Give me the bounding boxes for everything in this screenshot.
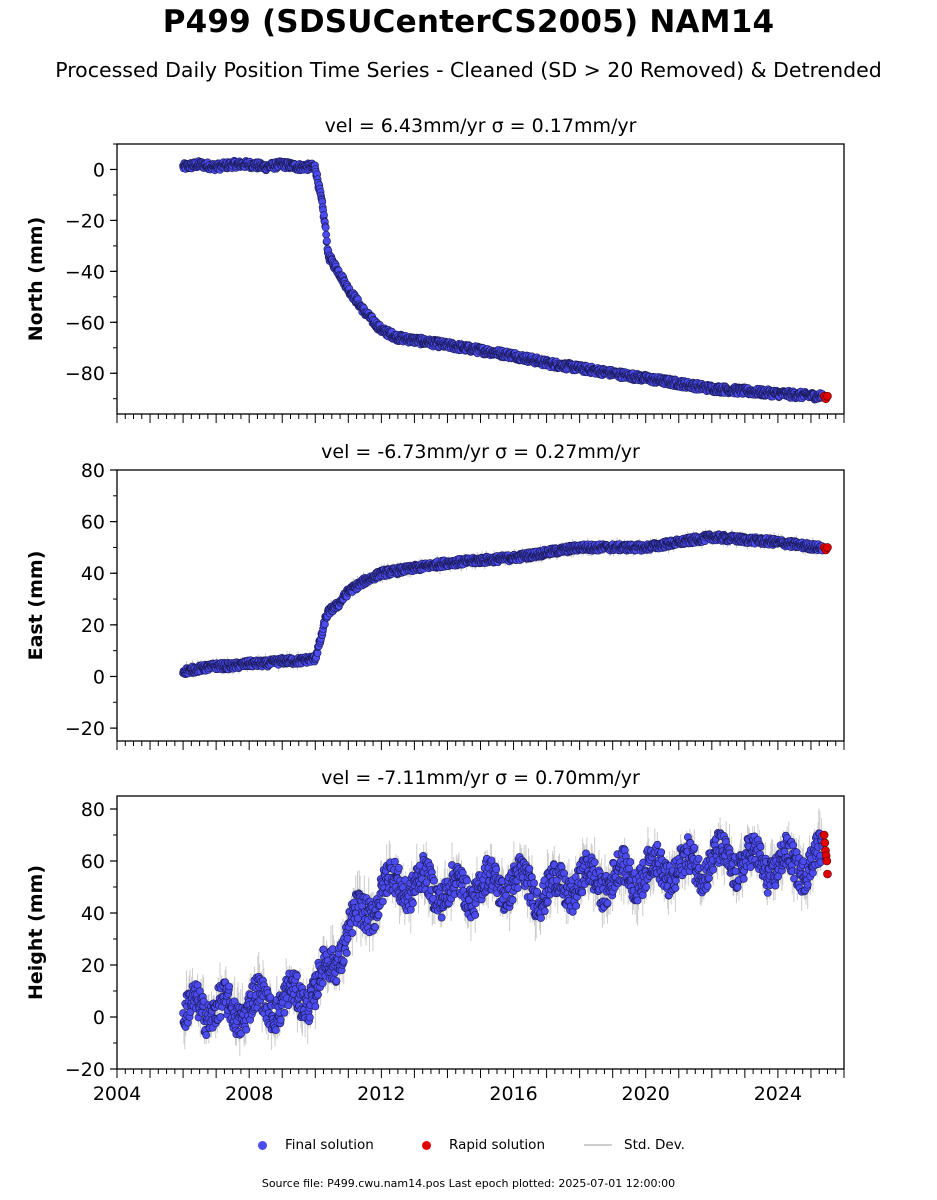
y-tick-label: −20 (65, 210, 105, 232)
plot-area-0 (179, 156, 832, 404)
y-tick-label: −20 (65, 718, 105, 740)
y-axis-label-1: East (mm) (25, 551, 47, 661)
y-tick-label: 0 (93, 666, 105, 688)
final-point (321, 223, 330, 232)
final-point (322, 230, 331, 239)
y-tick-label: 40 (81, 563, 105, 585)
final-point (320, 620, 329, 629)
panel-title-0: vel = 6.43mm/yr σ = 0.17mm/yr (325, 115, 637, 137)
axes-frame-1 (116, 469, 845, 742)
y-tick-label: −80 (65, 363, 105, 385)
panel-title-2: vel = -7.11mm/yr σ = 0.70mm/yr (321, 767, 640, 789)
y-tick-label: 80 (81, 460, 105, 482)
y-axis-label-2: Height (mm) (25, 865, 47, 1000)
final-point (323, 237, 331, 245)
y-tick-label: 20 (81, 615, 105, 637)
plot-area-1 (179, 528, 832, 679)
panel-title-1: vel = -6.73mm/yr σ = 0.27mm/yr (321, 441, 640, 463)
y-tick-label: −60 (65, 312, 105, 334)
y-tick-label: 60 (81, 512, 105, 534)
y-tick-label: 0 (93, 159, 105, 181)
y-tick-label: −40 (65, 261, 105, 283)
chart-subtitle: Processed Daily Position Time Series - C… (55, 58, 882, 82)
rapid-point (823, 391, 832, 401)
rapid-point (823, 543, 832, 552)
plot-area-2 (179, 808, 832, 1057)
y-axis-label-0: North (mm) (25, 217, 47, 342)
axes-frame-0 (116, 143, 845, 415)
chart-title: P499 (SDSUCenterCS2005) NAM14 (162, 4, 775, 40)
